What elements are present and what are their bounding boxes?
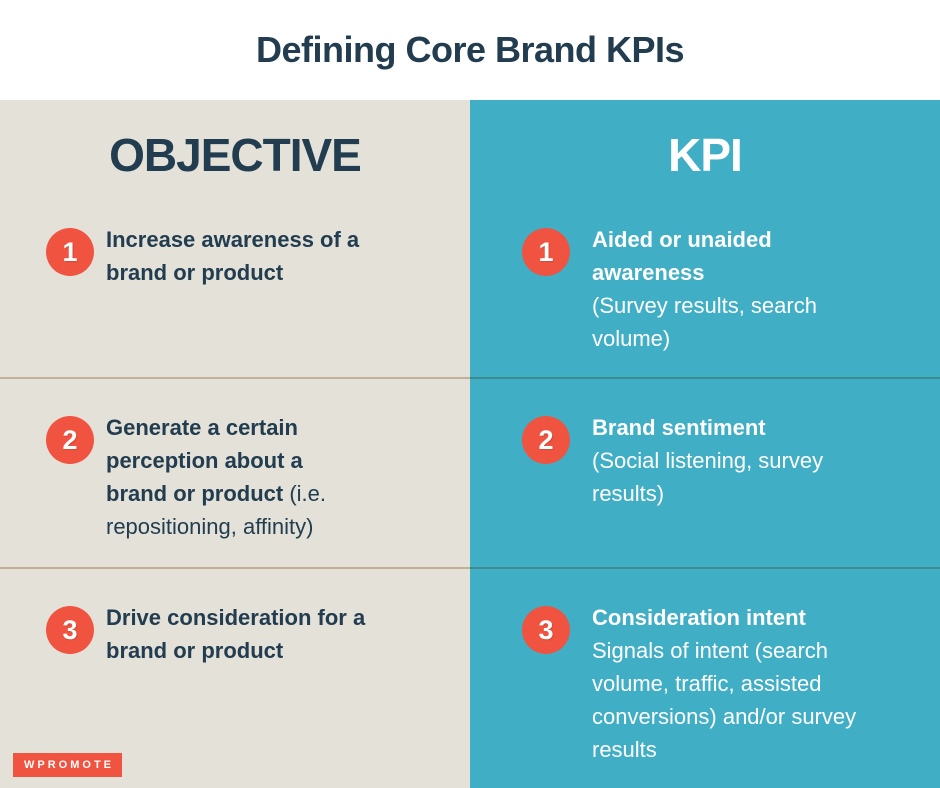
objective-column-header: OBJECTIVE: [109, 129, 362, 181]
kpi-row-3-text: Consideration intent Signals of intent (…: [592, 605, 857, 762]
kpi-row-1-text: Aided or unaided awareness (Survey resul…: [592, 227, 817, 351]
kpi-row-3: 3 Consideration intent Signals of intent…: [470, 567, 940, 788]
kpi-column-header: KPI: [668, 129, 743, 181]
wpromote-logo: WPROMOTE: [13, 753, 122, 777]
number-badge-1: 1: [522, 228, 570, 276]
kpi-row-2-text: Brand sentiment (Social listening, surve…: [592, 415, 824, 506]
number-badge-3: 3: [46, 606, 94, 654]
kpi-row-1: 1 Aided or unaided awareness (Survey res…: [470, 210, 940, 377]
objective-row-2-text: Generate a certain perception about a br…: [106, 415, 327, 539]
objective-column: OBJECTIVE 1 Increase awareness of a bran…: [0, 100, 470, 788]
kpi-row-2: 2 Brand sentiment (Social listening, sur…: [470, 377, 940, 567]
objective-row-3: 3 Drive consideration for a brand or pro…: [0, 567, 470, 788]
objective-row-1: 1 Increase awareness of a brand or produ…: [0, 210, 470, 377]
comparison-table: OBJECTIVE 1 Increase awareness of a bran…: [0, 100, 940, 788]
page-title: Defining Core Brand KPIs: [255, 29, 685, 70]
number-badge-2: 2: [522, 416, 570, 464]
number-badge-3: 3: [522, 606, 570, 654]
objective-row-2: 2 Generate a certain perception about a …: [0, 377, 470, 567]
number-badge-1: 1: [46, 228, 94, 276]
objective-row-3-text: Drive consideration for a brand or produ…: [106, 605, 366, 663]
objective-row-1-text: Increase awareness of a brand or product: [106, 227, 360, 285]
kpi-column: KPI 1 Aided or unaided awareness (Survey…: [470, 100, 940, 788]
title-bar: Defining Core Brand KPIs: [0, 0, 940, 100]
number-badge-2: 2: [46, 416, 94, 464]
